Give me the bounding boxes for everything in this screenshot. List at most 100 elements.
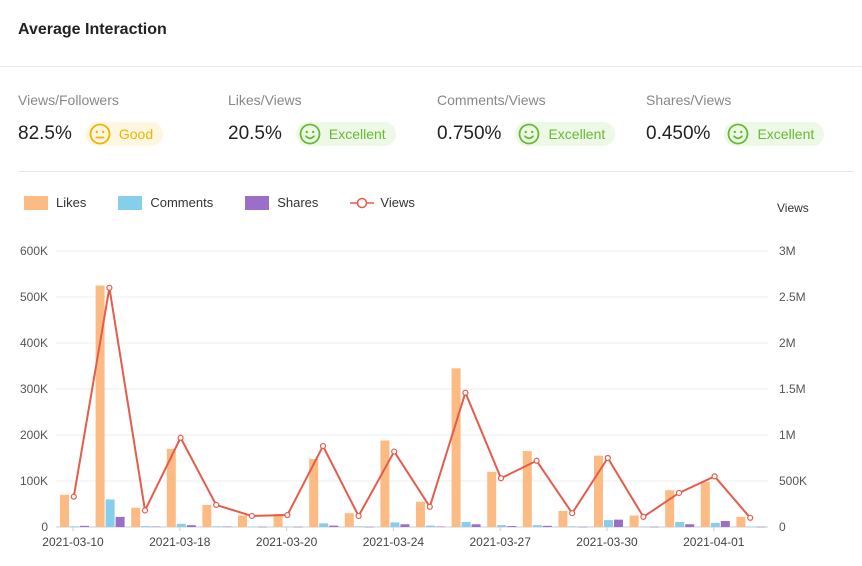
rating-badge: Excellent [515, 122, 616, 146]
x-tick-label: 2021-03-18 [149, 535, 211, 549]
views-point [177, 434, 184, 441]
legend-swatch [24, 195, 48, 210]
bar-comments [70, 526, 79, 527]
bar-comments [426, 525, 435, 527]
legend-label: Views [380, 195, 415, 210]
x-tick-label: 2021-03-27 [470, 535, 532, 549]
bar-likes [451, 368, 461, 527]
legend-swatch [118, 195, 143, 210]
metric-label: Views/Followers [18, 92, 119, 108]
y-right-tick-label: 2M [779, 336, 796, 350]
bar-likes [629, 515, 639, 527]
y-right-tick-label: 1.5M [779, 382, 806, 396]
y-left-tick-label: 300K [20, 382, 48, 396]
bar-shares [115, 516, 125, 527]
y-left-tick-label: 500K [20, 290, 48, 304]
bar-comments [675, 521, 685, 527]
x-tick-label: 2021-03-10 [42, 535, 104, 549]
y-left-tick-label: 600K [20, 244, 48, 258]
metric-shares-views: Shares/Views 0.450% Excellent [646, 92, 846, 146]
y-right-axis-label: Views [777, 201, 809, 215]
legend-label: Likes [56, 195, 87, 210]
views-line [72, 287, 751, 519]
views-point [141, 507, 149, 514]
y-right-tick-label: 0 [779, 520, 786, 534]
legend-item-likes[interactable]: Likes [24, 195, 86, 210]
bar-comments [105, 499, 115, 527]
bar-likes [487, 471, 497, 527]
bar-shares [578, 526, 588, 528]
views-point [569, 510, 576, 517]
x-tick-label: 2021-03-24 [363, 535, 425, 549]
views-point [640, 513, 647, 520]
rating-badge: Excellent [295, 122, 396, 146]
bar-comments [390, 522, 400, 527]
smile-face-icon [728, 123, 749, 145]
chart-legend: Likes Comments Shares Views [24, 195, 447, 210]
legend-label: Shares [277, 195, 319, 210]
bar-shares [364, 526, 374, 528]
bar-shares [507, 526, 517, 527]
bar-shares [649, 526, 659, 528]
metric-label: Likes/Views [228, 92, 302, 108]
bar-comments [746, 526, 756, 528]
bar-shares [293, 526, 303, 528]
bar-comments [354, 526, 364, 527]
views-point [391, 448, 398, 455]
bar-shares [436, 526, 445, 528]
x-tick-label: 2021-03-20 [256, 535, 318, 549]
metrics-divider [18, 171, 854, 172]
y-left-tick-label: 400K [20, 336, 48, 350]
y-left-tick-label: 0 [41, 520, 48, 534]
bar-likes [736, 516, 746, 527]
metric-likes-views: Likes/Views 20.5% Excellent [228, 92, 428, 146]
y-left-tick-label: 100K [20, 474, 48, 488]
legend-item-shares[interactable]: Shares [245, 195, 318, 210]
bar-shares [329, 525, 339, 527]
smile-face-icon [519, 123, 540, 145]
views-point [213, 501, 220, 509]
bar-shares [80, 525, 89, 527]
rating-text: Good [118, 126, 154, 142]
bar-likes [594, 455, 603, 527]
bar-shares [756, 526, 766, 528]
page-title: Average Interaction [18, 21, 167, 38]
smile-face-icon [299, 123, 321, 145]
bar-likes [202, 504, 212, 527]
bar-likes [344, 513, 354, 527]
legend-item-comments[interactable]: Comments [118, 195, 213, 210]
bar-comments [532, 525, 542, 527]
bar-comments [604, 520, 613, 527]
bar-likes [665, 490, 675, 527]
header-divider [0, 66, 862, 67]
bar-comments [248, 526, 257, 528]
bar-shares [186, 525, 196, 527]
bar-likes [416, 501, 425, 527]
rating-badge: Excellent [724, 122, 825, 146]
bar-likes [60, 494, 69, 527]
legend-label: Comments [150, 195, 214, 210]
bar-shares [720, 521, 730, 527]
bar-likes [166, 448, 176, 527]
bar-likes [131, 507, 141, 527]
y-right-tick-label: 3M [779, 244, 796, 258]
y-left-tick-label: 200K [20, 428, 48, 442]
bar-likes [273, 514, 283, 527]
views-point [462, 389, 469, 396]
views-point [711, 473, 718, 480]
bar-comments [319, 523, 329, 527]
metric-value: 0.750% [437, 123, 502, 144]
views-point [319, 442, 327, 450]
bar-shares [400, 524, 410, 527]
bar-shares [151, 526, 161, 528]
bar-likes [380, 440, 390, 527]
views-point [284, 511, 291, 519]
rating-badge: Good [85, 122, 164, 146]
legend-swatch [245, 195, 270, 210]
views-point [70, 493, 77, 500]
bar-shares [471, 524, 481, 527]
legend-item-views[interactable]: Views [350, 195, 415, 210]
views-point [604, 454, 611, 462]
bar-shares [685, 524, 695, 527]
views-point [248, 512, 255, 520]
